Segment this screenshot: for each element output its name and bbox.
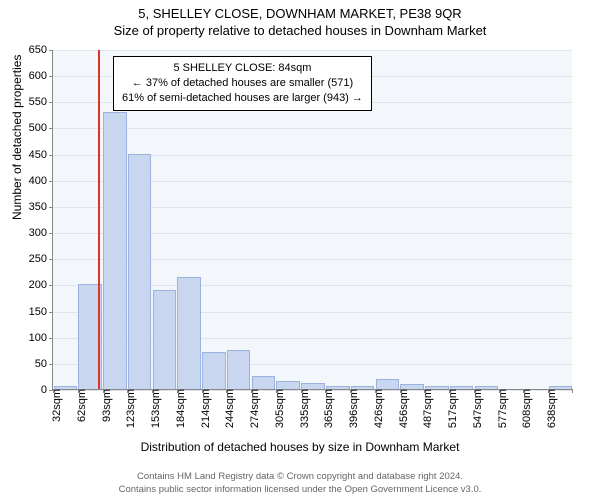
x-tick-label: 547sqm (468, 389, 484, 428)
bar (202, 352, 226, 389)
footer-line-1: Contains HM Land Registry data © Crown c… (0, 471, 600, 483)
x-tick-label: 62sqm (72, 389, 88, 422)
x-tick-label: 123sqm (121, 389, 137, 428)
x-tick-label: 426sqm (369, 389, 385, 428)
y-tick-label: 100 (29, 332, 53, 344)
y-tick-label: 150 (29, 306, 53, 318)
x-tick-label: 335sqm (295, 389, 311, 428)
chart-container: 5, SHELLEY CLOSE, DOWNHAM MARKET, PE38 9… (0, 0, 600, 500)
y-tick-label: 50 (35, 358, 53, 370)
x-tick-label: 184sqm (171, 389, 187, 428)
x-tick (572, 389, 573, 393)
x-tick-label: 456sqm (394, 389, 410, 428)
y-tick-label: 600 (29, 70, 53, 82)
y-tick-label: 500 (29, 122, 53, 134)
bar (252, 376, 276, 389)
y-tick-label: 300 (29, 227, 53, 239)
y-tick-label: 550 (29, 96, 53, 108)
bar (128, 154, 152, 389)
x-tick-label: 305sqm (270, 389, 286, 428)
chart-subtitle: Size of property relative to detached ho… (0, 21, 600, 38)
bar (276, 381, 300, 389)
grid-line (53, 128, 572, 129)
x-tick-label: 396sqm (344, 389, 360, 428)
bar (177, 277, 201, 389)
y-tick-label: 650 (29, 44, 53, 56)
annotation-box: 5 SHELLEY CLOSE: 84sqm← 37% of detached … (113, 56, 372, 111)
bar (227, 350, 251, 389)
x-tick-label: 274sqm (245, 389, 261, 428)
bar (549, 386, 573, 389)
bar (376, 379, 400, 389)
annotation-line2: ← 37% of detached houses are smaller (57… (122, 76, 363, 91)
bar (153, 290, 177, 389)
x-tick-label: 577sqm (493, 389, 509, 428)
x-tick-label: 517sqm (443, 389, 459, 428)
property-marker-line (98, 50, 100, 389)
y-tick-label: 200 (29, 279, 53, 291)
x-tick-label: 32sqm (47, 389, 63, 422)
plot-area: 0501001502002503003504004505005506006503… (52, 50, 572, 390)
x-tick-label: 608sqm (517, 389, 533, 428)
y-tick-label: 350 (29, 201, 53, 213)
x-tick-label: 93sqm (97, 389, 113, 422)
x-tick-label: 365sqm (319, 389, 335, 428)
grid-line (53, 50, 572, 51)
x-tick-label: 244sqm (220, 389, 236, 428)
y-axis-title: Number of detached properties (10, 55, 24, 220)
x-tick-label: 153sqm (146, 389, 162, 428)
bar (103, 112, 127, 389)
x-tick-label: 214sqm (196, 389, 212, 428)
x-tick-label: 487sqm (418, 389, 434, 428)
chart-title: 5, SHELLEY CLOSE, DOWNHAM MARKET, PE38 9… (0, 0, 600, 21)
x-axis-title: Distribution of detached houses by size … (0, 440, 600, 454)
x-tick-label: 638sqm (542, 389, 558, 428)
footer-line-2: Contains public sector information licen… (0, 484, 600, 496)
y-tick-label: 400 (29, 175, 53, 187)
footer: Contains HM Land Registry data © Crown c… (0, 471, 600, 496)
annotation-line3: 61% of semi-detached houses are larger (… (122, 91, 363, 106)
y-tick-label: 450 (29, 149, 53, 161)
y-tick-label: 250 (29, 253, 53, 265)
annotation-line1: 5 SHELLEY CLOSE: 84sqm (122, 61, 363, 76)
